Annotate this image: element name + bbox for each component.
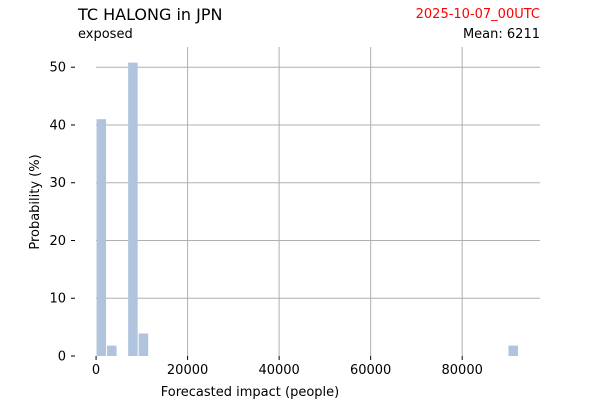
mean-label: Mean: 6211 — [463, 27, 540, 42]
y-axis-label: Probability (%) — [28, 154, 43, 249]
histogram-bar — [128, 62, 138, 356]
y-tick-label: 40 — [49, 118, 66, 133]
y-tick-label: 0 — [58, 350, 66, 365]
y-tick-label: 30 — [49, 176, 66, 191]
x-tick-label: 0 — [92, 363, 100, 378]
x-tick-label: 40000 — [258, 363, 299, 378]
x-tick-label: 80000 — [442, 363, 483, 378]
x-tick-label: 20000 — [167, 363, 208, 378]
grid-layer — [96, 47, 540, 356]
y-tick-label: 50 — [49, 61, 66, 76]
histogram-bar — [138, 333, 149, 356]
histogram-bar — [107, 345, 117, 356]
forecast-date: 2025-10-07_00UTC — [415, 7, 540, 22]
chart-subtitle: exposed — [78, 27, 133, 42]
bar-layer — [96, 62, 518, 356]
x-tick-label: 60000 — [350, 363, 391, 378]
histogram-bar — [508, 345, 518, 356]
x-axis-label: Forecasted impact (people) — [161, 385, 339, 400]
mean-value: 6211 — [506, 27, 540, 42]
tick-layer: 0 20000 40000 60000 80000 0 10 20 30 40 50 — [49, 61, 482, 378]
histogram-bar — [96, 119, 107, 356]
y-tick-label: 20 — [49, 234, 66, 249]
y-tick-label: 10 — [49, 292, 66, 307]
chart-title: TC HALONG in JPN — [78, 5, 223, 24]
mean-prefix: Mean: — [462, 27, 503, 42]
